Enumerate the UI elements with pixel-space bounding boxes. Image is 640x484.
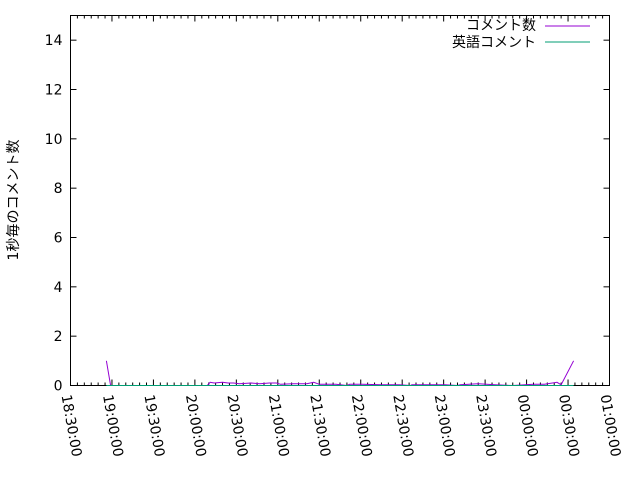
legend-label-0: コメント数: [466, 18, 536, 34]
legend: コメント数 英語コメント: [452, 18, 590, 51]
y-tick-label: 10: [45, 132, 63, 148]
y-tick-label: 4: [54, 280, 63, 296]
y-tick-label: 12: [45, 83, 63, 99]
x-tick-label: 20:00:00: [182, 393, 209, 458]
x-tick-label: 21:00:00: [265, 393, 292, 458]
x-tick-label: 19:30:00: [140, 393, 167, 458]
y-tick-label: 6: [54, 231, 63, 247]
y-tick-label: 8: [54, 181, 63, 197]
x-tick-label: 00:30:00: [555, 393, 582, 458]
x-tick-label: 22:00:00: [348, 393, 375, 458]
x-tick-label: 00:00:00: [514, 393, 541, 458]
y-tick-label: 2: [54, 329, 63, 345]
series-line-0: [105, 360, 575, 387]
x-tick-label: 22:30:00: [389, 393, 416, 458]
y-tick-label: 14: [45, 33, 63, 49]
x-tick-label: 01:00:00: [597, 393, 624, 458]
x-tick-label: 23:30:00: [472, 393, 499, 458]
y-tick-label: 0: [54, 379, 63, 395]
x-tick-label: 23:00:00: [431, 393, 458, 458]
plot-border: [70, 15, 610, 386]
x-tick-label: 21:30:00: [306, 393, 333, 458]
x-tick-label: 20:30:00: [223, 393, 250, 458]
x-tick-label: 19:00:00: [99, 393, 126, 458]
legend-label-1: 英語コメント: [452, 34, 536, 51]
x-tick-label: 18:30:00: [58, 393, 85, 458]
y-axis-label: 1秒毎のコメント数: [6, 140, 22, 261]
